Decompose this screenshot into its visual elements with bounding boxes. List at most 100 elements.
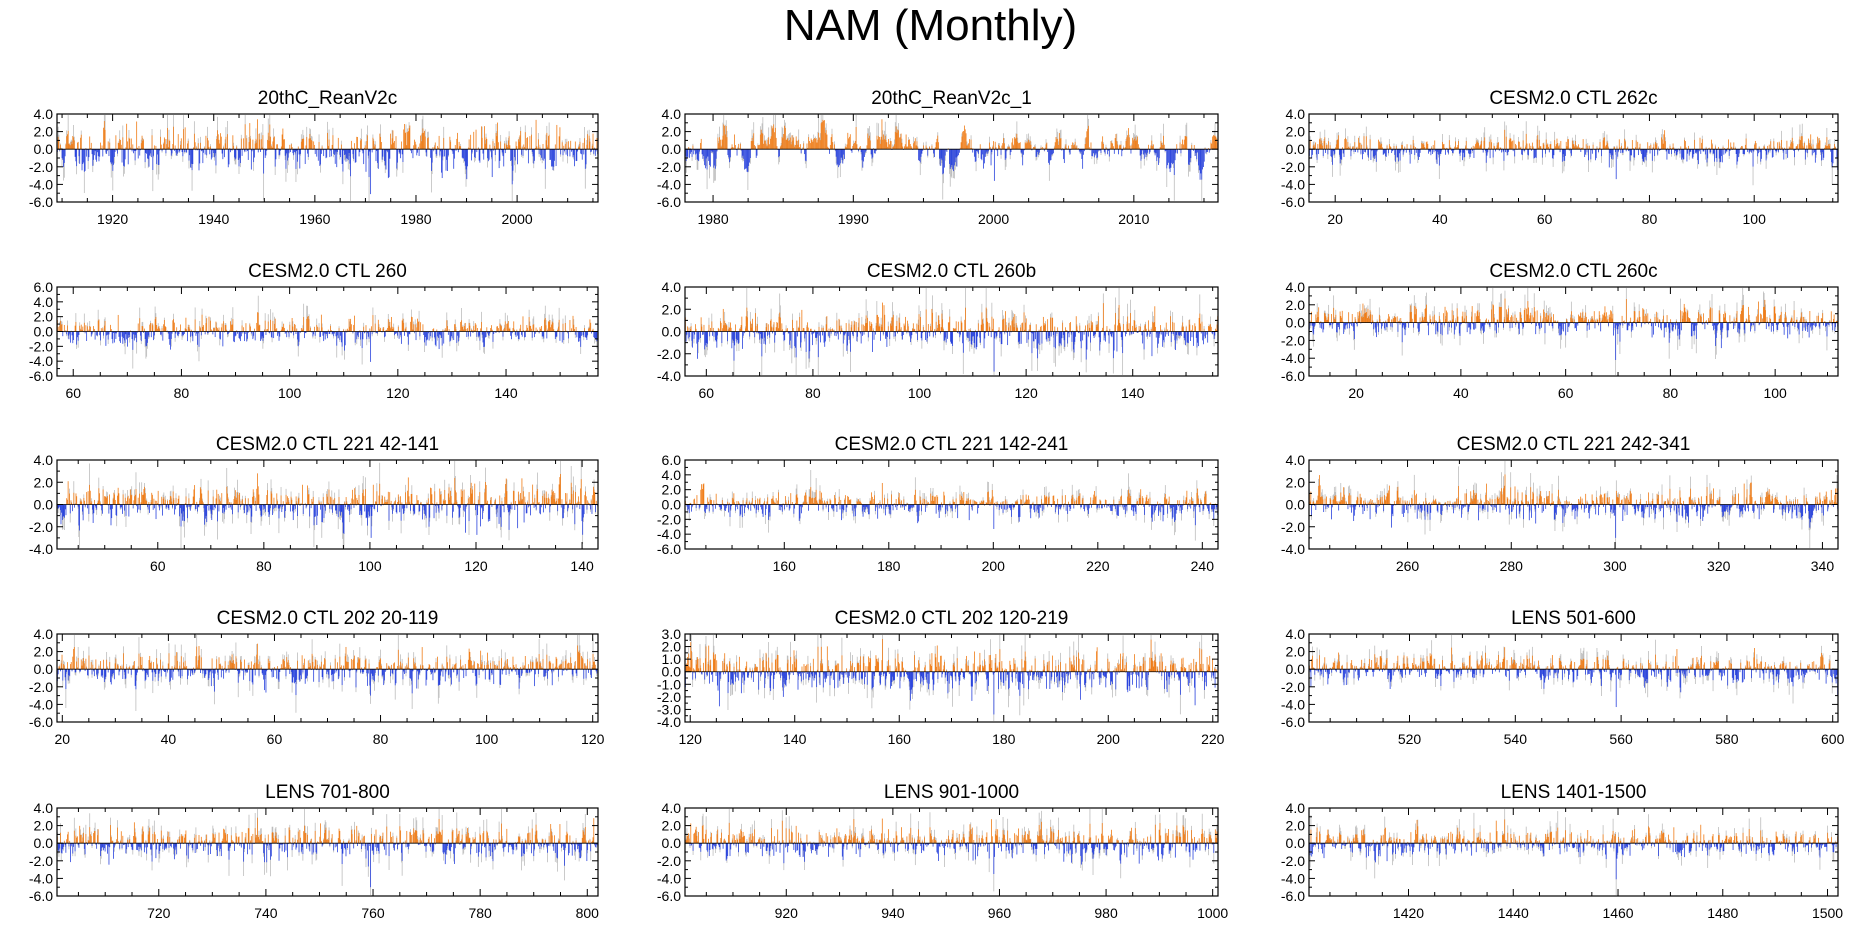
- negative-bar: [707, 331, 708, 344]
- positive-bar: [142, 326, 144, 332]
- negative-bar: [212, 331, 214, 335]
- negative-bar: [708, 149, 710, 161]
- positive-bar: [308, 319, 310, 332]
- negative-bar: [1330, 149, 1332, 157]
- negative-bar: [191, 149, 193, 171]
- positive-bar: [766, 323, 768, 332]
- positive-bar: [327, 329, 329, 332]
- negative-bar: [795, 331, 797, 358]
- positive-bar: [796, 140, 798, 150]
- positive-bar: [1498, 142, 1499, 150]
- positive-bar: [1450, 147, 1452, 150]
- negative-bar: [1167, 149, 1168, 166]
- negative-bar: [1570, 149, 1572, 154]
- negative-bar: [1069, 149, 1071, 155]
- negative-bar: [323, 331, 325, 342]
- negative-bar: [741, 149, 743, 158]
- positive-bar: [267, 139, 268, 150]
- negative-bar: [800, 331, 802, 343]
- negative-bar: [1083, 149, 1084, 155]
- positive-bar: [514, 330, 515, 332]
- negative-bar: [436, 149, 438, 156]
- negative-bar: [260, 331, 262, 339]
- negative-bar: [162, 331, 164, 341]
- negative-bar: [842, 149, 844, 164]
- positive-bar: [790, 144, 792, 150]
- positive-bar: [1701, 142, 1702, 150]
- positive-bar: [1134, 137, 1136, 150]
- positive-bar: [579, 141, 581, 150]
- positive-bar: [1493, 145, 1495, 150]
- negative-bar: [1775, 149, 1777, 153]
- positive-bar: [100, 328, 102, 332]
- positive-bar: [1319, 137, 1321, 150]
- negative-bar: [1398, 149, 1399, 162]
- negative-bar: [1372, 149, 1374, 158]
- positive-bar: [724, 134, 726, 150]
- positive-bar: [717, 137, 719, 150]
- positive-bar: [274, 318, 276, 332]
- positive-bar: [1511, 140, 1513, 150]
- positive-bar: [187, 140, 189, 150]
- positive-bar: [809, 141, 810, 150]
- positive-bar: [1576, 147, 1578, 150]
- positive-bar: [574, 141, 576, 150]
- negative-bar: [758, 331, 760, 333]
- positive-bar: [1670, 148, 1672, 150]
- positive-bar: [1538, 139, 1540, 150]
- positive-bar: [1827, 145, 1829, 150]
- negative-bar: [239, 331, 241, 340]
- positive-bar: [1731, 147, 1732, 150]
- negative-bar: [540, 149, 542, 156]
- negative-bar: [489, 331, 491, 334]
- positive-bar: [904, 146, 905, 150]
- negative-bar: [553, 149, 555, 167]
- negative-bar: [729, 149, 731, 158]
- negative-bar: [131, 331, 133, 340]
- negative-bar: [1644, 149, 1646, 158]
- positive-bar: [1044, 148, 1046, 150]
- negative-bar: [99, 331, 101, 336]
- negative-bar: [197, 149, 198, 151]
- y-tick-label: 2.0: [34, 124, 54, 140]
- y-tick-label: 0.0: [34, 324, 54, 340]
- negative-bar: [1200, 149, 1202, 174]
- positive-bar: [727, 329, 729, 332]
- positive-bar: [547, 136, 549, 150]
- negative-bar: [300, 149, 301, 154]
- positive-bar: [1786, 140, 1788, 150]
- positive-bar: [197, 143, 199, 150]
- positive-bar: [1058, 133, 1060, 150]
- negative-bar: [287, 331, 289, 333]
- positive-bar: [437, 147, 439, 150]
- negative-bar: [1430, 149, 1432, 156]
- negative-bar: [521, 149, 522, 155]
- negative-bar: [567, 331, 569, 333]
- positive-bar: [1329, 145, 1331, 150]
- negative-bar: [212, 149, 214, 151]
- negative-bar: [481, 331, 483, 335]
- negative-bar: [1097, 149, 1099, 158]
- positive-bar: [1481, 140, 1483, 150]
- negative-bar: [977, 149, 979, 152]
- positive-bar: [554, 144, 556, 150]
- positive-bar: [849, 136, 850, 150]
- positive-bar: [150, 323, 151, 332]
- positive-bar: [504, 143, 505, 150]
- negative-bar: [274, 149, 276, 167]
- positive-bar: [1540, 146, 1542, 150]
- positive-bar: [117, 142, 119, 150]
- negative-bar: [1629, 149, 1631, 161]
- negative-bar: [982, 149, 984, 155]
- positive-bar: [1671, 147, 1673, 150]
- positive-bar: [723, 325, 725, 332]
- x-tick-label: 1920: [97, 211, 128, 227]
- negative-bar: [324, 331, 326, 340]
- positive-bar: [499, 323, 501, 332]
- positive-bar: [310, 138, 311, 150]
- negative-bar: [1507, 149, 1509, 156]
- negative-bar: [343, 149, 345, 151]
- negative-bar: [77, 331, 79, 341]
- positive-bar: [1790, 143, 1792, 150]
- positive-bar: [1018, 143, 1019, 150]
